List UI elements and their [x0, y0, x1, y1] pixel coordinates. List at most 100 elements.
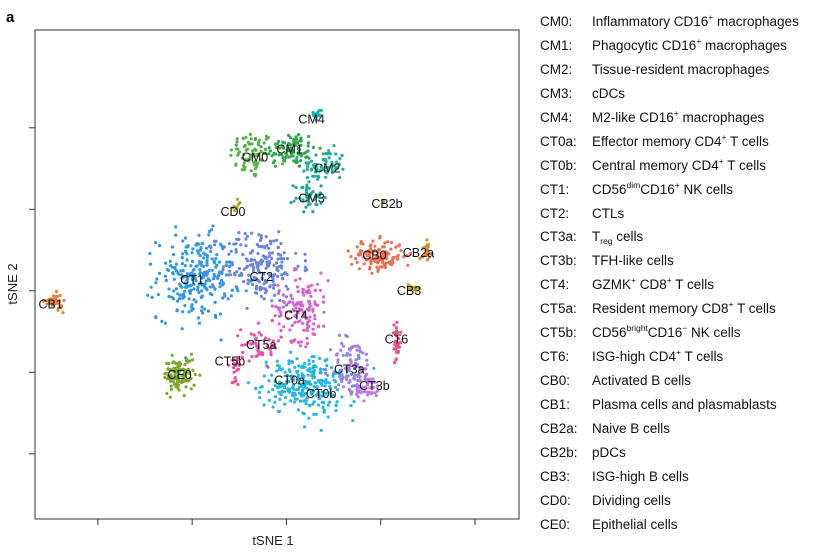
point-ct2: [234, 250, 238, 254]
point-ct2: [246, 278, 250, 282]
point-ct2: [242, 280, 246, 284]
legend-desc-sup2: +: [666, 275, 672, 286]
legend-desc-post2: NK cells: [687, 325, 741, 341]
point-ct3a: [357, 372, 361, 377]
point-ct1: [229, 294, 233, 298]
point-ct0a: [305, 396, 309, 400]
point-ct3a: [350, 345, 354, 349]
point-ct0a: [276, 386, 280, 390]
point-cb1: [51, 301, 55, 305]
legend-item: CB1: Plasma cells and plasmablasts: [540, 395, 825, 419]
point-ct1: [183, 236, 188, 240]
point-ct5a: [243, 343, 247, 347]
point-cb0: [368, 250, 373, 255]
point-ce0: [189, 352, 194, 356]
point-ct1: [167, 294, 171, 299]
point-ct2: [275, 261, 279, 265]
point-ct1: [213, 313, 217, 318]
point-cb0: [381, 258, 385, 262]
point-ct5a: [269, 353, 273, 357]
legend-item: CM1: Phagocytic CD16+ macrophages: [540, 36, 825, 60]
point-ct4: [288, 328, 292, 332]
legend-description: ISG-high B cells: [592, 467, 689, 491]
point-ct0b: [311, 402, 315, 406]
point-cm4: [314, 118, 318, 122]
point-ct3a: [350, 384, 354, 388]
point-ct4: [282, 300, 286, 304]
point-cb0: [362, 262, 366, 266]
point-ct1: [185, 285, 189, 289]
legend-desc-pre: CD56: [592, 325, 627, 341]
point-ct4: [316, 282, 320, 286]
point-ct0a: [285, 379, 289, 383]
point-ct4: [305, 291, 309, 295]
point-ct0b: [317, 403, 321, 407]
point-ct0b: [316, 379, 321, 383]
point-ct0a: [307, 387, 311, 391]
point-cm3: [318, 192, 322, 196]
point-ct1: [209, 249, 213, 253]
legend-description: pDCs: [592, 443, 626, 467]
point-ct2: [282, 272, 286, 276]
point-ce0: [189, 387, 193, 391]
legend-item: CM0: Inflammatory CD16+ macrophages: [540, 12, 825, 36]
point-ct1: [181, 239, 185, 243]
point-ct2: [280, 276, 285, 280]
legend-desc-post: CD8: [635, 277, 667, 293]
point-ct1: [174, 233, 178, 237]
point-ct1: [200, 309, 204, 313]
point-ct3b: [358, 379, 362, 383]
point-ct4: [311, 307, 315, 311]
point-cm0: [252, 161, 256, 165]
point-ct4: [307, 299, 311, 303]
legend-description: Central memory CD4+ T cells: [592, 156, 766, 180]
point-cm0: [238, 150, 242, 154]
point-ct2: [268, 251, 272, 255]
point-cm1: [306, 149, 310, 153]
point-ct1: [226, 297, 230, 301]
legend-code: CD0:: [540, 492, 571, 508]
point-cb1: [57, 299, 61, 303]
point-ct6: [392, 347, 396, 351]
point-cm2: [327, 156, 331, 160]
point-ct3b: [347, 387, 351, 391]
legend-description: M2-like CD16+ macrophages: [592, 108, 764, 132]
point-cm2: [338, 157, 342, 161]
point-ct2: [251, 269, 256, 273]
point-ct6: [393, 361, 397, 365]
point-ct0b: [328, 386, 333, 391]
legend-code: CB0:: [540, 373, 571, 389]
point-ct0b: [320, 390, 324, 394]
point-cb0: [375, 255, 379, 259]
point-cb0: [369, 243, 373, 247]
point-ct2: [253, 278, 257, 282]
point-ct2: [252, 266, 256, 270]
point-cm1: [268, 149, 272, 153]
point-ct3a: [344, 377, 348, 381]
point-ct0a: [292, 378, 296, 382]
point-ct1: [199, 246, 203, 250]
point-cm1: [273, 152, 278, 156]
point-ct3a: [349, 392, 353, 396]
point-cm3: [311, 174, 315, 178]
point-ct2: [270, 299, 274, 303]
point-ct1: [179, 284, 183, 288]
point-ct1: [167, 287, 171, 291]
point-ct1: [204, 286, 208, 290]
point-ct4: [321, 300, 326, 304]
point-ct4: [277, 307, 281, 311]
point-ct2: [225, 263, 229, 267]
point-ct0b: [297, 364, 301, 368]
legend-desc-pre: Plasma cells and plasmablasts: [592, 397, 777, 412]
point-ct3b: [364, 385, 368, 389]
point-ct3a: [365, 358, 369, 362]
point-ce0: [176, 374, 180, 378]
legend-desc-post: CD16: [647, 325, 683, 341]
point-ct2: [258, 238, 262, 243]
point-ct5b: [237, 363, 241, 367]
point-ct5b: [232, 370, 236, 374]
point-ct5a: [254, 341, 258, 345]
cluster-points-ct3a: [324, 333, 372, 396]
point-ct2: [234, 285, 238, 289]
point-cm0: [250, 142, 254, 146]
